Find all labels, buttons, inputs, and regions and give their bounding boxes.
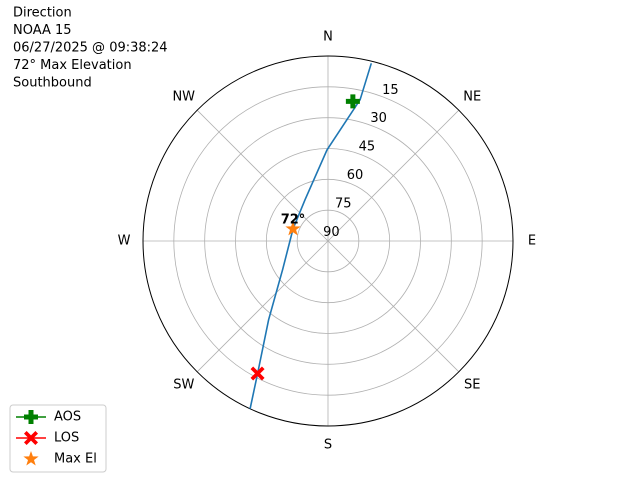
marker-plus — [345, 94, 360, 109]
r-tick-label: 60 — [347, 168, 364, 183]
legend: AOS LOS Max El — [9, 404, 107, 473]
direction-label: N — [323, 30, 333, 45]
direction-label: NW — [172, 89, 195, 104]
marker-star — [285, 221, 301, 236]
direction-label: W — [118, 234, 131, 249]
legend-marker — [24, 410, 38, 424]
r-tick-label: 30 — [370, 111, 387, 126]
info-line: Direction — [13, 6, 72, 21]
direction-label: SW — [173, 378, 194, 393]
track-line — [249, 63, 373, 409]
outer-frame — [142, 55, 514, 427]
direction-label: SE — [464, 378, 480, 393]
legend-label: Max El — [54, 452, 97, 467]
spoke — [196, 240, 329, 373]
legend-marker — [23, 451, 39, 466]
info-line: 72° Max Elevation — [13, 58, 132, 73]
annotation: 72° — [281, 212, 306, 227]
legend-label: AOS — [54, 410, 81, 425]
direction-label: E — [528, 234, 536, 249]
r-tick-label: 90 — [323, 225, 340, 240]
r-tick-label: 45 — [359, 140, 376, 155]
direction-label: S — [324, 438, 332, 453]
legend-frame — [9, 404, 107, 473]
direction-label: NE — [463, 89, 481, 104]
spoke — [327, 109, 460, 242]
r-tick-label: 15 — [382, 83, 399, 98]
spoke — [327, 240, 460, 373]
spoke — [196, 109, 329, 242]
marker-x — [250, 366, 265, 381]
r-tick-label: 75 — [335, 197, 352, 212]
legend-marker — [24, 431, 38, 445]
info-line: Southbound — [13, 76, 92, 91]
info-line: NOAA 15 — [13, 23, 72, 38]
info-line: 06/27/2025 @ 09:38:24 — [13, 41, 168, 56]
legend-label: LOS — [54, 431, 79, 446]
